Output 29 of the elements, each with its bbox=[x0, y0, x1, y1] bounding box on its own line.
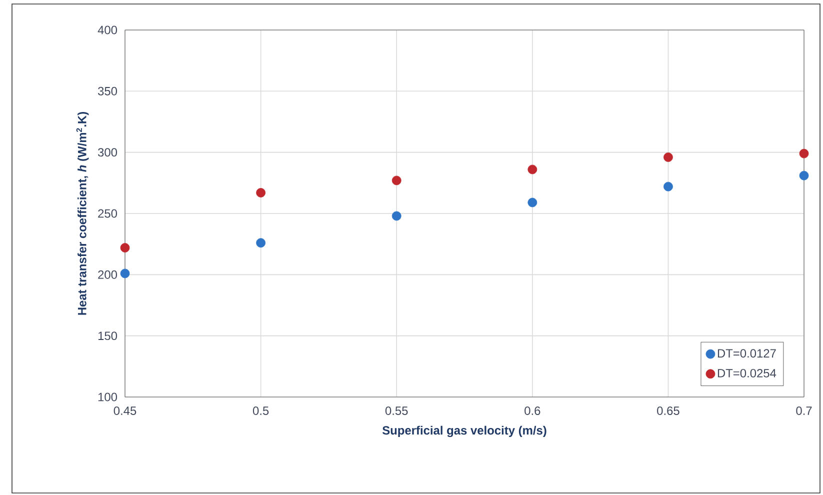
x-tick-label: 0.65 bbox=[657, 406, 680, 415]
x-axis-title: Superficial gas velocity (m/s) bbox=[382, 426, 546, 438]
legend-label: DT=0.0254 bbox=[718, 368, 776, 378]
point bbox=[528, 164, 538, 174]
point bbox=[392, 211, 402, 221]
y-tick-label: 300 bbox=[98, 148, 118, 157]
y-tick-label: 200 bbox=[98, 270, 118, 279]
y-tick-label: 400 bbox=[98, 26, 118, 34]
point bbox=[799, 170, 809, 180]
y-tick-label: 250 bbox=[98, 209, 118, 218]
point bbox=[799, 148, 809, 158]
legend-label: DT=0.0127 bbox=[718, 349, 776, 358]
point bbox=[392, 176, 402, 186]
x-tick-label: 0.7 bbox=[796, 406, 812, 415]
point bbox=[528, 198, 538, 208]
y-axis-title: Heat transfer coefficient, h (W/m$^{2}$.K) bbox=[76, 112, 89, 315]
y-tick-label: 100 bbox=[98, 392, 118, 402]
y-tick-label: 150 bbox=[98, 332, 118, 340]
point bbox=[664, 152, 673, 162]
x-tick-label: 0.45 bbox=[114, 406, 136, 415]
x-tick-label: 0.55 bbox=[385, 406, 408, 415]
x-tick-label: 0.5 bbox=[252, 406, 269, 415]
y-tick-label: 350 bbox=[98, 86, 118, 96]
point bbox=[120, 268, 130, 278]
point bbox=[664, 182, 673, 192]
point bbox=[256, 188, 266, 198]
point bbox=[256, 238, 266, 248]
point bbox=[120, 243, 130, 252]
x-tick-label: 0.6 bbox=[524, 406, 540, 415]
